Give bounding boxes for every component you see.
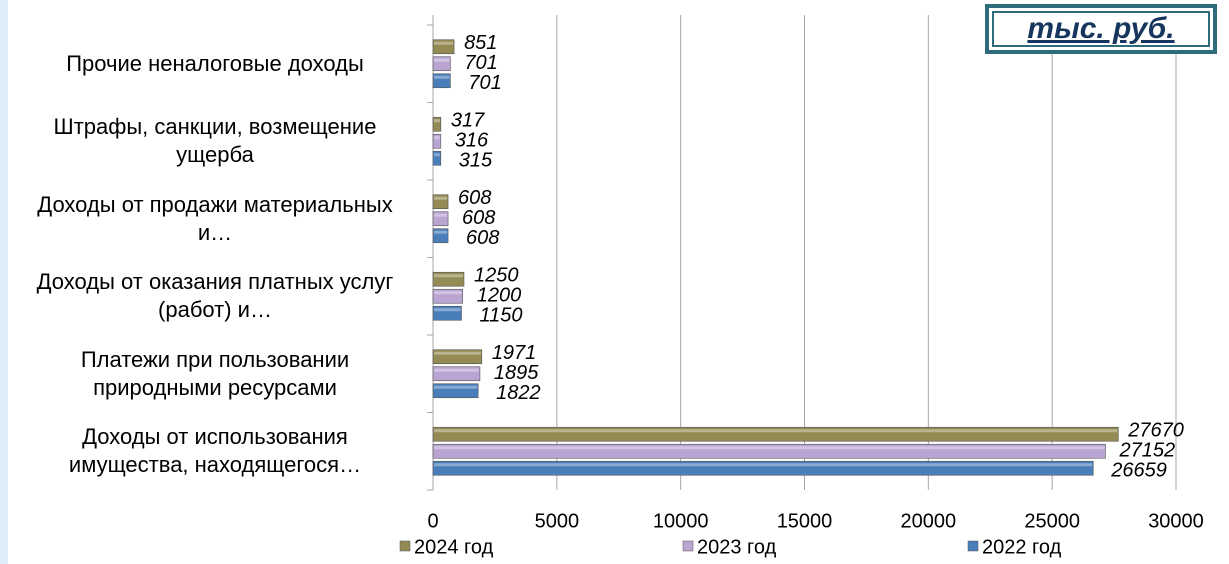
- bar: [432, 305, 462, 321]
- bar: [432, 228, 449, 244]
- bar-highlight: [434, 291, 462, 295]
- value-label: 1822: [496, 382, 541, 404]
- y-tick-label: Штрафы, санкции, возмещение ущерба: [53, 114, 377, 168]
- bar: [432, 56, 451, 72]
- value-label: 315: [459, 150, 493, 172]
- bar: [432, 443, 1106, 459]
- bar-highlight: [434, 385, 478, 389]
- x-tick-label: 25000: [1024, 510, 1080, 532]
- bar: [432, 133, 442, 149]
- value-label: 1971: [492, 342, 536, 364]
- legend-swatch: [682, 540, 694, 552]
- legend-swatch: [967, 540, 979, 552]
- bar-highlight: [434, 196, 448, 200]
- legend-swatch: [399, 540, 411, 552]
- value-label: 701: [468, 72, 501, 94]
- value-label: 317: [451, 110, 485, 132]
- value-label: 316: [455, 130, 489, 152]
- bar: [432, 366, 481, 382]
- bar: [432, 460, 1094, 476]
- bar-highlight: [434, 230, 448, 234]
- legend-label: 2023 год: [697, 536, 777, 558]
- legend-label: 2022 год: [982, 536, 1062, 558]
- y-tick-label: Доходы от оказания платных услуг (работ)…: [36, 269, 394, 323]
- bar: [432, 150, 442, 166]
- value-label: 1250: [474, 265, 519, 287]
- bar-highlight: [434, 213, 448, 217]
- bar-highlight: [434, 119, 440, 123]
- bar-highlight: [434, 368, 479, 372]
- bar-highlight: [434, 308, 461, 312]
- legend-label: 2024 год: [414, 536, 494, 558]
- bar: [432, 73, 451, 89]
- bar: [432, 194, 449, 210]
- x-tick-label: 15000: [777, 510, 833, 532]
- value-label: 608: [462, 207, 495, 229]
- value-label: 1895: [494, 362, 539, 384]
- bar: [432, 383, 479, 399]
- value-label: 701: [464, 52, 497, 74]
- bar-highlight: [434, 429, 1118, 433]
- bar-highlight: [434, 351, 481, 355]
- value-label: 608: [458, 187, 491, 209]
- value-label: 1150: [479, 305, 522, 327]
- bar: [432, 271, 465, 287]
- bar-highlight: [434, 153, 440, 157]
- value-label: 851: [464, 32, 497, 54]
- bar-highlight: [434, 463, 1093, 467]
- y-tick-label: Прочие неналоговые доходы: [66, 50, 364, 76]
- value-label: 27670: [1127, 420, 1184, 442]
- bar-highlight: [434, 41, 454, 45]
- bar: [432, 39, 455, 55]
- bar: [432, 349, 483, 365]
- bar: [432, 211, 449, 227]
- unit-note: тыс. руб.: [985, 4, 1217, 54]
- bar-highlight: [434, 58, 450, 62]
- x-tick-label: 30000: [1148, 510, 1204, 532]
- x-tick-label: 0: [427, 510, 438, 532]
- bar-highlight: [434, 75, 450, 79]
- value-label: 1200: [477, 285, 521, 307]
- value-label: 26659: [1110, 460, 1167, 482]
- bar-highlight: [434, 274, 463, 278]
- bar-highlight: [434, 446, 1105, 450]
- bar: [432, 426, 1119, 442]
- x-tick-label: 5000: [535, 510, 580, 532]
- bar: [432, 116, 442, 132]
- y-tick-label: Платежи при пользовании природными ресур…: [80, 346, 350, 400]
- x-tick-label: 10000: [653, 510, 709, 532]
- bar-highlight: [434, 136, 440, 140]
- x-tick-label: 20000: [901, 510, 957, 532]
- bar: [432, 288, 464, 304]
- y-tick-label: Доходы от продажи материальных и…: [37, 191, 393, 245]
- y-tick-label: Доходы от использования имущества, наход…: [68, 424, 362, 478]
- value-label: 27152: [1118, 440, 1175, 462]
- value-label: 608: [466, 227, 499, 249]
